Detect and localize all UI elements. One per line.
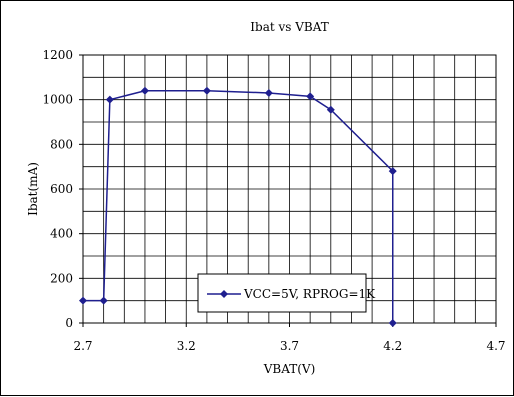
y-tick-label: 800: [50, 137, 73, 151]
legend-marker-icon: [220, 290, 228, 298]
x-tick-label: 4.2: [383, 339, 402, 353]
legend-label: VCC=5V, RPROG=1K: [243, 287, 376, 301]
legend: VCC=5V, RPROG=1K: [197, 273, 376, 313]
chart-title: Ibat vs VBAT: [250, 20, 328, 34]
data-point-marker: [388, 319, 397, 327]
y-axis-label: Ibat(mA): [26, 162, 40, 216]
x-tick-label: 3.7: [280, 339, 299, 353]
data-point-marker: [326, 105, 335, 114]
y-tick-label: 600: [50, 182, 73, 196]
y-tick-label: 1000: [42, 93, 73, 107]
x-tick-label: 3.2: [177, 339, 196, 353]
grid-layer: [83, 55, 496, 323]
tick-layer: 2.7 3.2 3.7 4.2 4.7 0 200 400 600 800 1000 1200: [42, 48, 505, 353]
series-layer: [79, 86, 397, 327]
data-point-marker: [306, 92, 315, 101]
x-tick-label: 4.7: [486, 339, 505, 353]
data-point-marker: [105, 95, 114, 104]
data-point-marker: [202, 86, 211, 95]
series-line: [83, 89, 394, 323]
y-tick-label: 400: [50, 227, 73, 241]
data-point-marker: [264, 88, 273, 97]
x-tick-label: 2.7: [73, 339, 92, 353]
legend-box: [197, 273, 367, 313]
y-tick-label: 0: [65, 316, 73, 330]
data-point-marker: [388, 167, 397, 176]
x-axis-label: VBAT(V): [263, 362, 316, 376]
data-point-marker: [79, 296, 87, 305]
y-tick-label: 1200: [42, 48, 73, 62]
data-point-marker: [140, 86, 149, 95]
data-point-marker: [99, 296, 108, 305]
y-tick-label: 200: [50, 271, 73, 285]
